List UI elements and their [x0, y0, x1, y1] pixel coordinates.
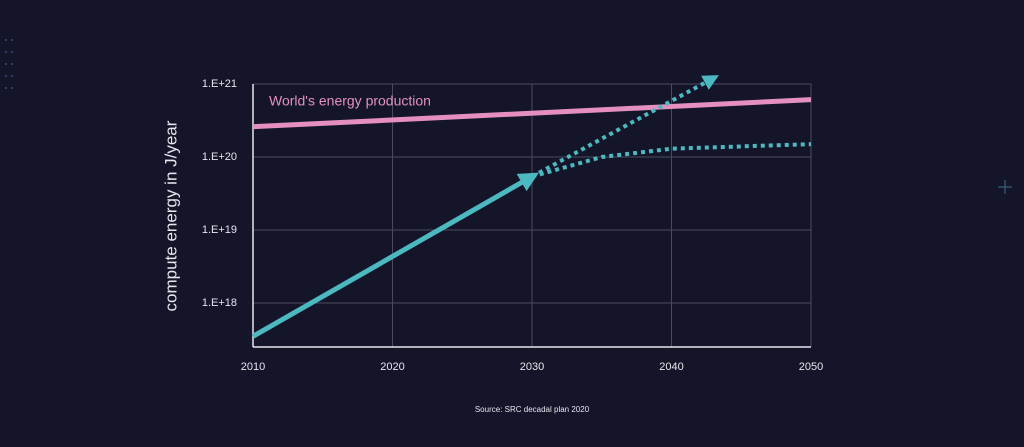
series-label: World's energy production: [269, 92, 431, 108]
dot-decoration: [5, 39, 13, 89]
plus-decoration: [998, 180, 1012, 194]
x-tick-label: 2040: [659, 361, 683, 373]
x-tick-label: 2020: [380, 361, 404, 373]
x-tick-label: 2050: [799, 361, 823, 373]
series-line: [251, 172, 539, 339]
series-line: [531, 75, 719, 179]
series-line: [531, 142, 812, 179]
series-line: [252, 97, 812, 130]
y-tick-label: 1.E+18: [202, 297, 237, 309]
x-tick-label: 2030: [520, 361, 544, 373]
x-tick-label: 2010: [241, 361, 265, 373]
y-tick-label: 1.E+21: [202, 78, 237, 90]
y-axis-label: compute energy in J/year: [161, 120, 180, 311]
y-tick-label: 1.E+19: [202, 224, 237, 236]
source-note: Source: SRC decadal plan 2020: [475, 405, 590, 414]
y-tick-label: 1.E+20: [202, 151, 237, 163]
